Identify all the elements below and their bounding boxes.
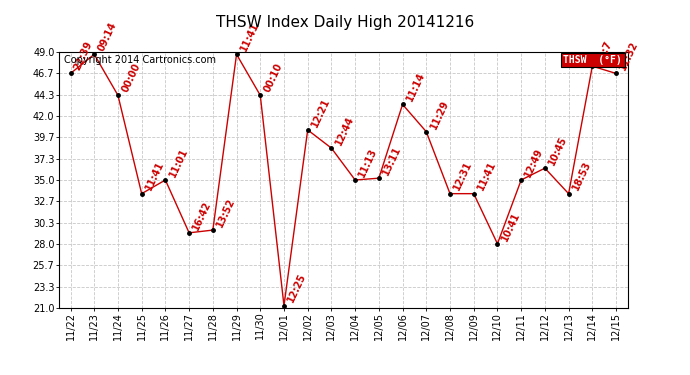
- Text: 22:39: 22:39: [72, 40, 95, 72]
- Text: THSW Index Daily High 20141216: THSW Index Daily High 20141216: [216, 15, 474, 30]
- Text: 10:45: 10:45: [546, 135, 569, 167]
- Text: Copyright 2014 Cartronics.com: Copyright 2014 Cartronics.com: [64, 55, 217, 65]
- Text: 11:14: 11:14: [404, 71, 426, 103]
- Text: 11:13: 11:13: [357, 146, 380, 178]
- Text: 13:52: 13:52: [215, 196, 237, 229]
- Text: 11:41: 11:41: [239, 21, 261, 53]
- Text: 11:32: 11:32: [618, 40, 640, 72]
- Text: 12:44: 12:44: [333, 114, 355, 147]
- Text: THSW  (°F): THSW (°F): [564, 55, 622, 65]
- Text: 11:29: 11:29: [428, 98, 451, 130]
- Text: 12:25: 12:25: [286, 272, 308, 304]
- Text: 16:42: 16:42: [191, 199, 213, 231]
- Text: 13:11: 13:11: [381, 144, 403, 177]
- Text: 11:01: 11:01: [167, 146, 190, 178]
- Text: 11:41: 11:41: [475, 160, 497, 192]
- Text: 10:41: 10:41: [500, 210, 522, 242]
- Text: 12:49: 12:49: [523, 146, 545, 178]
- Text: 11:41: 11:41: [144, 160, 166, 192]
- Text: 09:14: 09:14: [96, 21, 118, 53]
- Text: 12:21: 12:21: [310, 96, 332, 129]
- Text: 11:7: 11:7: [594, 39, 613, 65]
- Text: 12:31: 12:31: [452, 160, 474, 192]
- Text: 00:10: 00:10: [262, 62, 284, 94]
- Text: 00:00: 00:00: [120, 62, 142, 94]
- Text: 18:53: 18:53: [571, 160, 593, 192]
